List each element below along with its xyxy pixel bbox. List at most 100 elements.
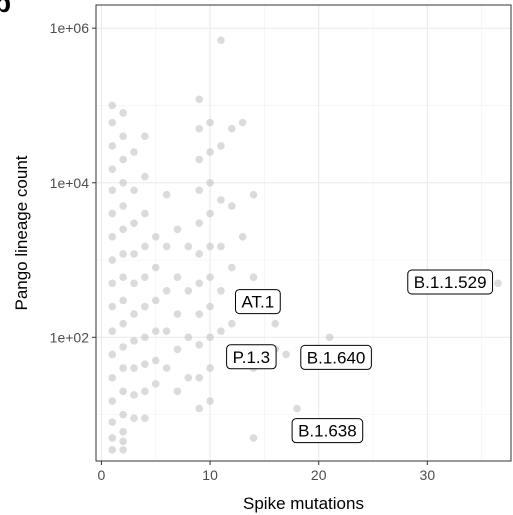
data-point bbox=[119, 202, 127, 210]
annotation-box bbox=[407, 269, 494, 295]
data-point bbox=[151, 380, 160, 388]
data-point bbox=[206, 364, 214, 372]
data-point bbox=[173, 345, 182, 354]
x-axis-title: Spike mutations bbox=[243, 494, 364, 513]
data-point bbox=[119, 273, 127, 281]
data-point bbox=[130, 337, 138, 345]
data-point bbox=[271, 319, 280, 328]
data-point bbox=[293, 404, 301, 413]
data-point bbox=[108, 186, 117, 195]
data-point bbox=[325, 333, 334, 342]
data-point bbox=[130, 391, 138, 399]
data-point bbox=[227, 319, 236, 328]
data-point bbox=[108, 373, 117, 382]
data-point bbox=[130, 414, 138, 422]
data-point bbox=[173, 387, 182, 396]
data-point bbox=[108, 397, 117, 405]
annotation-text: B.1.1.529 bbox=[414, 273, 487, 292]
data-point bbox=[151, 327, 160, 336]
data-point bbox=[108, 165, 117, 173]
annotation-text: P.1.3 bbox=[233, 348, 271, 367]
data-point bbox=[217, 242, 225, 251]
data-point bbox=[141, 273, 149, 281]
data-point bbox=[141, 172, 149, 181]
data-point bbox=[206, 148, 214, 156]
data-point bbox=[119, 109, 127, 117]
major-gridlines bbox=[96, 5, 511, 461]
data-point bbox=[195, 404, 204, 413]
data-point bbox=[119, 296, 127, 305]
y-tick-label: 1e+02 bbox=[50, 329, 90, 345]
data-point bbox=[195, 310, 204, 318]
data-point bbox=[151, 356, 160, 365]
data-point bbox=[195, 279, 204, 288]
data-point bbox=[141, 302, 149, 311]
annotation-box bbox=[226, 344, 277, 370]
data-point bbox=[173, 273, 182, 281]
data-point bbox=[108, 232, 117, 241]
data-point bbox=[130, 250, 138, 258]
data-point bbox=[141, 209, 149, 218]
data-point bbox=[130, 148, 138, 156]
data-point bbox=[119, 387, 127, 396]
annotation-label: B.1.640 bbox=[300, 344, 372, 370]
data-point bbox=[130, 364, 138, 372]
data-point bbox=[195, 250, 204, 258]
data-point bbox=[141, 333, 149, 342]
data-point bbox=[162, 364, 171, 372]
y-tick-label: 1e+06 bbox=[50, 20, 90, 36]
data-point bbox=[184, 373, 193, 382]
x-axis-ticks: 0 10 20 30 bbox=[98, 461, 435, 483]
data-point bbox=[195, 341, 204, 349]
data-point bbox=[119, 427, 127, 436]
data-point bbox=[119, 132, 127, 141]
data-point bbox=[141, 242, 149, 251]
data-point bbox=[217, 327, 225, 336]
data-point bbox=[184, 242, 193, 251]
data-point bbox=[195, 219, 204, 227]
data-point bbox=[217, 142, 225, 150]
data-point bbox=[151, 232, 160, 241]
data-point bbox=[130, 186, 138, 195]
annotation-label: B.1.1.529 bbox=[407, 269, 494, 295]
data-point bbox=[130, 219, 138, 227]
y-tick-label: 1e+04 bbox=[50, 175, 90, 191]
data-point bbox=[249, 273, 258, 281]
data-point bbox=[162, 242, 171, 251]
data-point bbox=[195, 155, 204, 164]
data-point bbox=[108, 418, 117, 426]
data-point bbox=[195, 373, 204, 382]
annotation-box bbox=[291, 418, 364, 444]
annotation-label: P.1.3 bbox=[226, 344, 277, 370]
data-point bbox=[130, 310, 138, 318]
data-point bbox=[119, 437, 127, 446]
data-point bbox=[162, 190, 171, 199]
data-point bbox=[249, 434, 258, 442]
data-point bbox=[108, 302, 117, 311]
data-point bbox=[162, 327, 171, 336]
data-point bbox=[119, 343, 127, 351]
data-point bbox=[206, 118, 214, 127]
data-point bbox=[119, 250, 127, 258]
annotations: AT.1 P.1.3 B.1.640 B.1.638 B.1.1.529 bbox=[226, 269, 494, 444]
panel-letter: b bbox=[0, 0, 11, 18]
data-point bbox=[130, 279, 138, 288]
x-tick-label: 10 bbox=[202, 467, 218, 483]
data-point bbox=[184, 333, 193, 342]
data-point bbox=[108, 279, 117, 288]
data-point bbox=[217, 287, 225, 295]
data-point bbox=[108, 101, 117, 110]
data-point bbox=[108, 350, 117, 359]
data-point bbox=[141, 360, 149, 368]
data-point bbox=[119, 319, 127, 328]
data-point bbox=[282, 350, 290, 359]
data-point bbox=[206, 209, 214, 218]
data-point bbox=[108, 256, 117, 264]
data-point bbox=[141, 132, 149, 141]
data-point bbox=[108, 142, 117, 150]
annotation-label: B.1.638 bbox=[291, 418, 364, 444]
data-point bbox=[195, 95, 204, 104]
data-point bbox=[119, 364, 127, 372]
data-point bbox=[119, 178, 127, 187]
data-point bbox=[227, 124, 236, 133]
